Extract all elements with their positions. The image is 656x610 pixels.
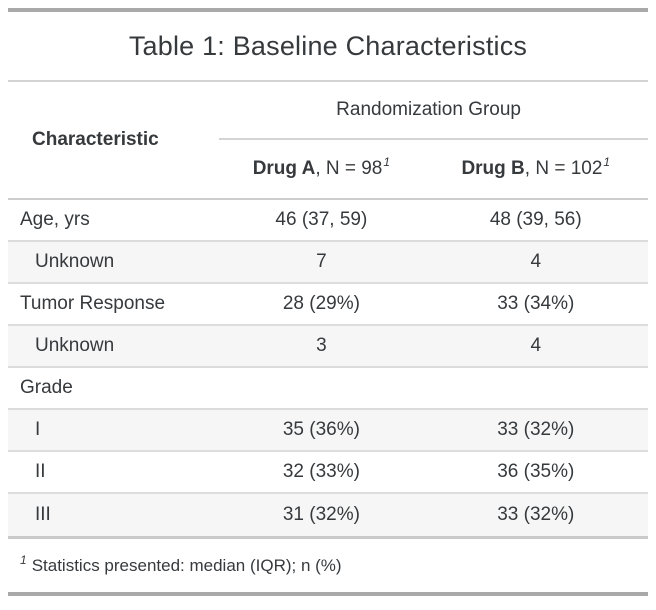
row-label-cell: Age, yrs (20, 209, 90, 230)
footnote-text: Statistics presented: median (IQR); n (%… (31, 555, 342, 575)
column-labels-row: Drug A, N = 98 1 Drug B, N = 102 1 (219, 140, 648, 198)
drug-a-value-cell: 7 (316, 251, 327, 272)
drug-b-name: Drug B (461, 158, 525, 179)
spanner-area: Randomization Group Drug A, N = 98 1 Drug… (219, 82, 648, 198)
table-row: Unknown 7 4 (8, 242, 648, 284)
row-label-cell: II (35, 461, 46, 482)
drug-a-value-cell: 28 (29%) (282, 293, 360, 314)
drug-a-n: , N = 98 (315, 158, 383, 179)
table-body: Age, yrs 46 (37, 59) 48 (39, 56) Unknown… (8, 200, 648, 539)
drug-b-value-cell: 33 (32%) (497, 504, 575, 525)
row-label-cell: Grade (20, 377, 73, 398)
drug-a-value-cell: 31 (32%) (282, 504, 360, 525)
drug-a-value-cell: 32 (33%) (282, 461, 360, 482)
drug-a-name: Drug A (252, 158, 316, 179)
row-label-cell: Unknown (35, 251, 115, 272)
table-bottom-border-bar (8, 592, 648, 596)
drug-a-value-cell: 3 (316, 335, 327, 356)
drug-b-value-cell: 36 (35%) (497, 461, 575, 482)
table-row: II 32 (33%) 36 (35%) (8, 452, 648, 494)
table-row: Grade (8, 368, 648, 410)
drug-b-value-cell: 4 (530, 251, 542, 272)
row-label-cell: I (35, 419, 41, 440)
table-row: Unknown 3 4 (8, 326, 648, 368)
row-label-cell: Unknown (35, 335, 115, 356)
baseline-characteristics-table: Table 1: Baseline Characteristics Charac… (8, 8, 648, 596)
column-spanner-randomization-group: Randomization Group (219, 82, 648, 140)
table-row: Age, yrs 46 (37, 59) 48 (39, 56) (8, 200, 648, 242)
table-row: III 31 (32%) 33 (32%) (8, 494, 648, 536)
drug-b-value-cell: 33 (34%) (497, 293, 575, 314)
table-header: Characteristic Randomization Group Drug … (8, 82, 648, 200)
table-top-border-bar (8, 8, 648, 12)
row-label-cell: Tumor Response (20, 293, 166, 314)
column-header-drug-a: Drug A, N = 98 1 (252, 155, 391, 179)
drug-b-value-cell: 48 (39, 56) (489, 209, 582, 230)
drug-a-value-cell: 46 (37, 59) (275, 209, 368, 230)
table-row: Tumor Response 28 (29%) 33 (34%) (8, 284, 648, 326)
column-header-characteristic: Characteristic (32, 129, 159, 150)
table-title: Table 1: Baseline Characteristics (8, 12, 648, 82)
drug-b-value-cell: 33 (32%) (497, 419, 575, 440)
drug-a-value-cell: 35 (36%) (282, 419, 360, 440)
column-header-drug-b: Drug B, N = 102 1 (461, 155, 611, 179)
drug-b-value-cell: 4 (530, 335, 542, 356)
table-row: I 35 (36%) 33 (32%) (8, 410, 648, 452)
row-label-cell: III (35, 504, 51, 525)
drug-b-n: , N = 102 (524, 158, 603, 179)
table-footnote: 1 Statistics presented: median (IQR); n … (20, 553, 342, 575)
